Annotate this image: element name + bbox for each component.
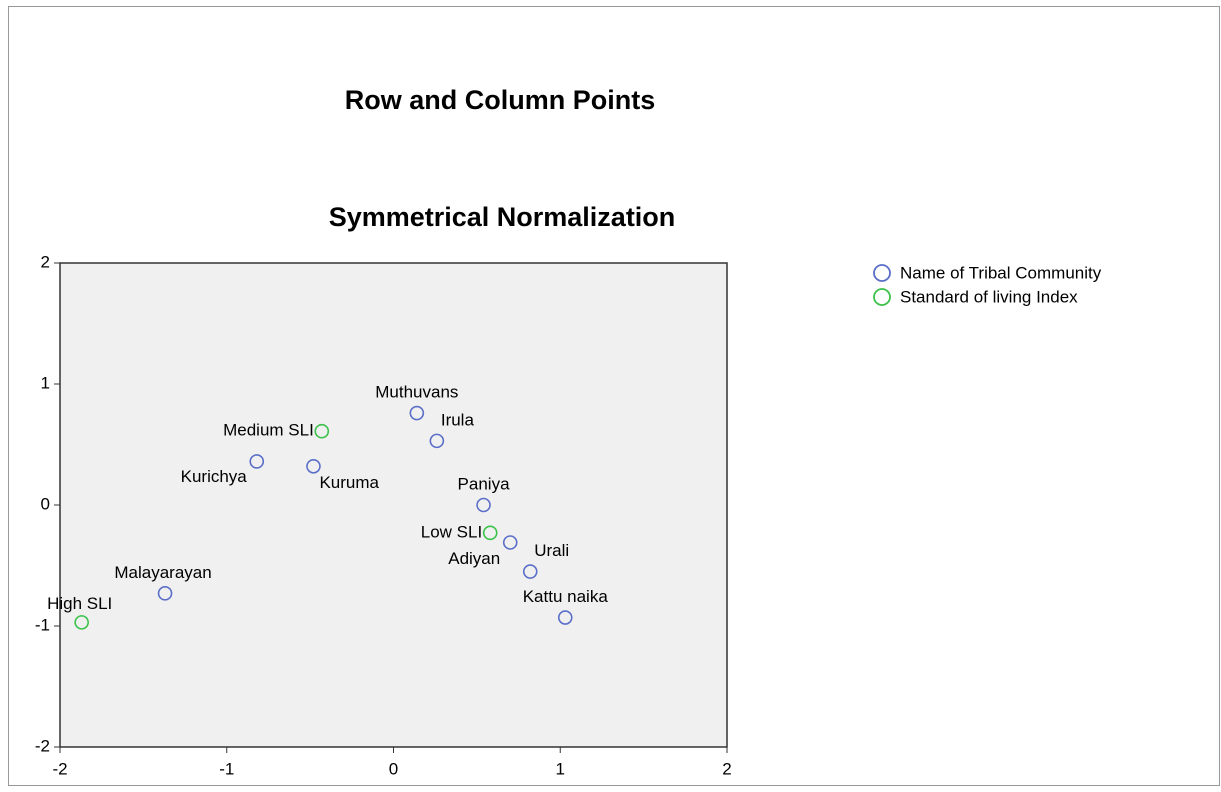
legend-marker <box>873 288 891 306</box>
point-label: Muthuvans <box>375 383 458 402</box>
point-label: Medium SLI <box>223 421 314 440</box>
point <box>557 610 573 625</box>
chart-subtitle: Symmetrical Normalization <box>329 202 676 232</box>
point <box>502 535 518 550</box>
point-label: Paniya <box>458 474 511 493</box>
point <box>476 497 491 513</box>
point-label: High SLI <box>47 594 112 613</box>
point-label: Adiyan <box>448 549 500 568</box>
x-tick-label: 1 <box>556 759 565 778</box>
x-tick-label: -2 <box>52 759 67 778</box>
point <box>74 615 89 630</box>
point-label: Kattu naika <box>523 587 609 606</box>
point <box>249 454 265 469</box>
y-tick-label: -1 <box>35 615 50 634</box>
point-label: Irula <box>441 410 475 429</box>
legend-marker <box>873 264 891 282</box>
point <box>157 586 173 601</box>
point <box>482 525 498 541</box>
legend-label: Standard of living Index <box>900 287 1078 306</box>
y-tick-label: 0 <box>41 494 50 513</box>
point-label: Urali <box>534 541 569 560</box>
point <box>409 405 425 421</box>
point-label: Low SLI <box>421 522 482 541</box>
chart-title: Row and Column Points <box>345 85 656 115</box>
point-label: Kuruma <box>319 473 379 492</box>
point <box>522 564 538 579</box>
y-tick-label: 1 <box>41 373 50 392</box>
plot-area <box>59 262 728 748</box>
y-tick-label: -2 <box>35 736 50 755</box>
legend-label: Name of Tribal Community <box>900 263 1102 282</box>
point <box>314 423 330 439</box>
point-label: Kurichya <box>181 467 248 486</box>
point-label: Malayarayan <box>114 563 211 582</box>
x-tick-label: 2 <box>722 759 731 778</box>
x-tick-label: 0 <box>389 759 398 778</box>
point <box>429 433 445 449</box>
point <box>306 458 321 474</box>
y-tick-label: 2 <box>41 252 50 271</box>
x-tick-label: -1 <box>219 759 234 778</box>
